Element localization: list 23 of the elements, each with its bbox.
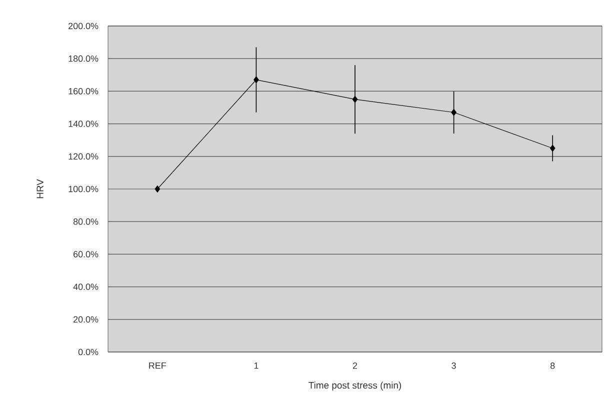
point <box>352 96 358 103</box>
point <box>254 76 259 84</box>
point <box>550 144 556 152</box>
point <box>154 186 160 192</box>
y-tick-label: 160.0% <box>68 88 98 94</box>
x-tick-label: 3 <box>452 362 456 369</box>
y-tick-label: 120.0% <box>68 153 98 160</box>
point <box>451 108 456 116</box>
x-axis-title: Time post stress (min) <box>308 382 402 390</box>
y-tick-label: 180.0% <box>68 55 98 62</box>
y-axis-title: HRV <box>36 179 44 198</box>
y-tick-label: 80.0% <box>73 218 98 225</box>
y-tick-label: 200.0% <box>68 22 98 30</box>
y-tick-label: 60.0% <box>74 251 98 258</box>
y-tick-label: 140.0% <box>68 120 98 127</box>
x-tick-label: REF <box>149 362 166 369</box>
y-tick-label: 40.0% <box>73 284 98 290</box>
x-tick-label: 8 <box>550 362 555 369</box>
y-tick-label: 0.0% <box>78 348 98 356</box>
y-tick-label: 20.0% <box>74 316 98 323</box>
x-tick-label: 1 <box>254 362 258 369</box>
y-tick-label: 100.0% <box>68 186 98 192</box>
x-tick-label: 2 <box>352 362 358 369</box>
